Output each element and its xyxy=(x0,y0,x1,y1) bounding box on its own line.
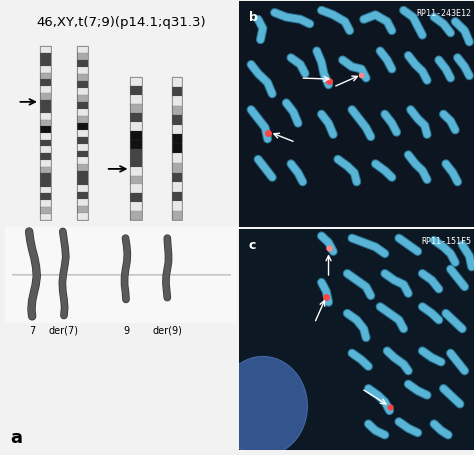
Bar xyxy=(130,131,142,141)
Bar xyxy=(40,194,51,201)
Bar xyxy=(40,114,51,121)
Bar xyxy=(77,68,88,75)
Bar xyxy=(172,182,182,192)
Bar xyxy=(40,127,51,134)
Bar xyxy=(130,96,142,105)
Bar xyxy=(77,214,88,221)
Bar xyxy=(130,167,142,176)
Bar xyxy=(40,47,51,221)
Bar xyxy=(77,96,88,102)
Bar xyxy=(130,185,142,194)
Bar xyxy=(40,141,51,147)
Text: b: b xyxy=(249,11,258,24)
Bar xyxy=(130,114,142,123)
Bar xyxy=(77,110,88,116)
Bar xyxy=(40,87,51,94)
Bar xyxy=(77,61,88,68)
Bar xyxy=(40,74,51,81)
Bar xyxy=(40,60,51,67)
Bar xyxy=(172,87,182,97)
Text: RP11-243E12: RP11-243E12 xyxy=(417,9,472,18)
Bar xyxy=(5,228,237,324)
Bar xyxy=(40,47,51,54)
Bar xyxy=(130,212,142,221)
Bar xyxy=(77,179,88,186)
Bar xyxy=(40,67,51,74)
Bar xyxy=(40,54,51,61)
Bar xyxy=(172,126,182,135)
Bar xyxy=(172,106,182,116)
Bar xyxy=(77,123,88,131)
Bar xyxy=(40,101,51,107)
Bar xyxy=(130,141,142,149)
Bar xyxy=(40,80,51,87)
Bar xyxy=(77,54,88,61)
Bar xyxy=(130,78,142,221)
Bar xyxy=(130,176,142,185)
Bar xyxy=(40,147,51,154)
Bar xyxy=(40,174,51,181)
Bar xyxy=(77,47,88,221)
Bar xyxy=(130,194,142,203)
Bar xyxy=(40,167,51,174)
Bar xyxy=(77,200,88,207)
Bar xyxy=(130,78,142,87)
Bar xyxy=(40,107,51,114)
Bar xyxy=(172,145,182,154)
Bar xyxy=(77,137,88,144)
Bar xyxy=(172,154,182,164)
Bar xyxy=(77,81,88,89)
Bar xyxy=(77,144,88,151)
Bar xyxy=(40,121,51,127)
Bar xyxy=(77,75,88,82)
Bar xyxy=(130,203,142,212)
Bar xyxy=(77,47,88,54)
Bar xyxy=(40,154,51,161)
Text: RP11-151F5: RP11-151F5 xyxy=(422,237,472,245)
Bar xyxy=(130,123,142,131)
Bar xyxy=(77,116,88,123)
Bar xyxy=(172,78,182,221)
Bar xyxy=(172,211,182,221)
Bar xyxy=(77,165,88,172)
Text: der(9): der(9) xyxy=(152,325,182,335)
Bar xyxy=(172,78,182,88)
Text: 7: 7 xyxy=(29,325,35,335)
Bar xyxy=(77,186,88,193)
Bar xyxy=(77,158,88,165)
Bar xyxy=(40,181,51,187)
Bar xyxy=(172,192,182,202)
Bar xyxy=(77,207,88,214)
Ellipse shape xyxy=(218,357,308,455)
Bar xyxy=(77,130,88,137)
Bar xyxy=(77,89,88,96)
Bar xyxy=(40,214,51,221)
Text: der(7): der(7) xyxy=(49,325,79,335)
Bar xyxy=(172,97,182,106)
Bar xyxy=(40,187,51,194)
Bar xyxy=(172,202,182,211)
Bar xyxy=(40,207,51,214)
Bar xyxy=(77,193,88,200)
Bar xyxy=(172,173,182,183)
Bar xyxy=(77,151,88,158)
Bar xyxy=(172,164,182,173)
Bar xyxy=(172,116,182,126)
Bar xyxy=(130,105,142,114)
Bar xyxy=(130,158,142,167)
Bar xyxy=(130,87,142,96)
Bar xyxy=(77,102,88,110)
Text: a: a xyxy=(10,428,22,446)
Text: 46,XY,t(7;9)(p14.1;q31.3): 46,XY,t(7;9)(p14.1;q31.3) xyxy=(36,16,206,29)
Bar xyxy=(130,149,142,158)
Bar xyxy=(172,135,182,145)
Text: 9: 9 xyxy=(123,325,129,335)
Bar xyxy=(40,134,51,141)
Bar xyxy=(40,201,51,207)
Bar xyxy=(77,172,88,179)
Text: c: c xyxy=(249,238,256,252)
Bar xyxy=(40,94,51,101)
Bar xyxy=(40,161,51,167)
